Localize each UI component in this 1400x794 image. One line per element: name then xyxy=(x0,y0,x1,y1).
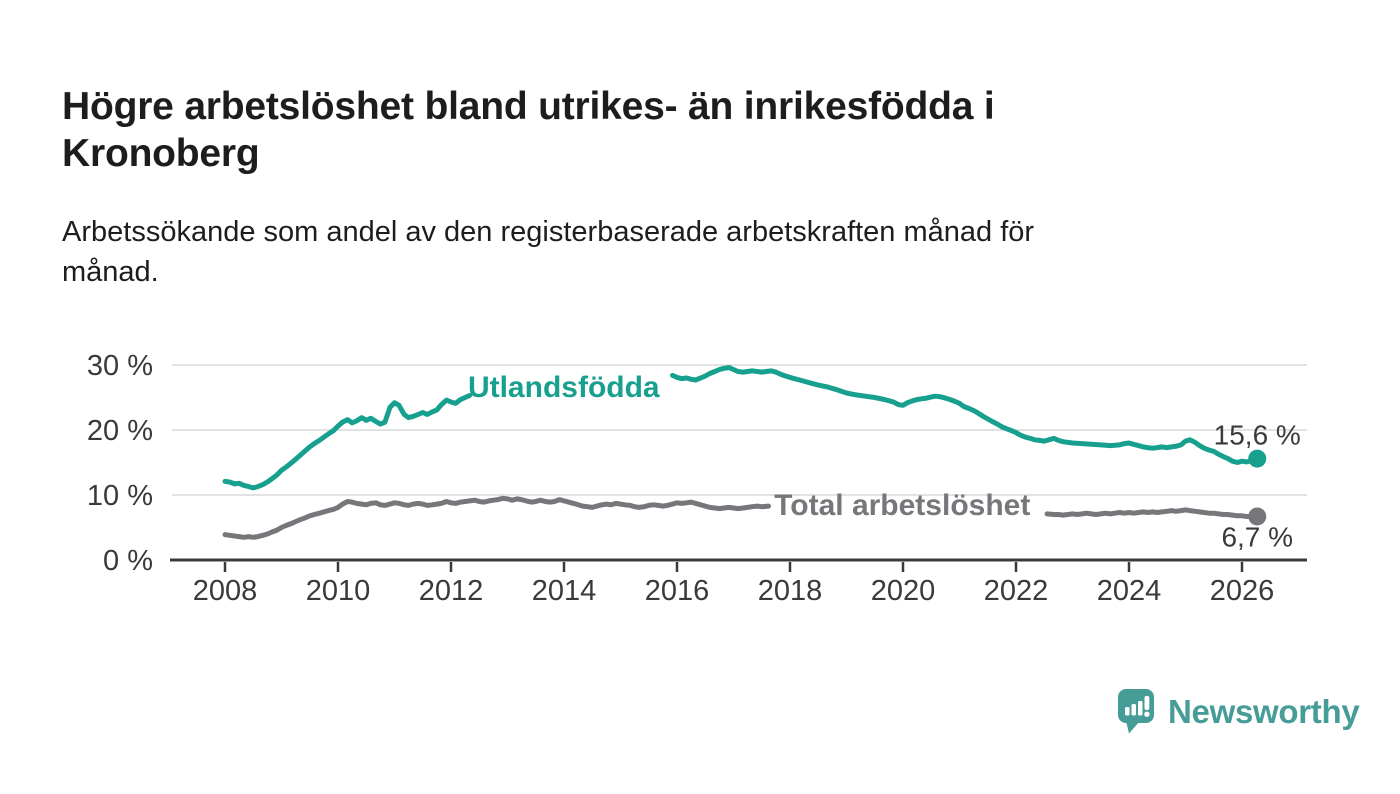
y-axis-tick-label: 0 % xyxy=(103,545,153,577)
newsworthy-logo: Newsworthy xyxy=(1117,688,1360,734)
series-line-utlandsfodda xyxy=(222,393,473,491)
x-axis-tick-label: 2026 xyxy=(1210,575,1275,607)
chart-subtitle-line-1: Arbetssökande som andel av den registerb… xyxy=(62,216,1035,248)
series-end-value-utlandsfodda: 15,6 % xyxy=(1214,420,1301,451)
series-label-utlandsfodda: Utlandsfödda xyxy=(468,371,660,404)
x-axis-tick-label: 2024 xyxy=(1097,575,1162,607)
x-axis-tick-label: 2012 xyxy=(419,575,484,607)
page-title-line-2: Kronoberg xyxy=(62,131,260,175)
newsworthy-speech-bubble-icon xyxy=(1118,689,1154,734)
x-axis-tick-label: 2014 xyxy=(532,575,597,607)
x-axis-tick-label: 2016 xyxy=(645,575,710,607)
series-line-total-arbetsloshet xyxy=(1044,507,1260,519)
x-axis-tick-label: 2010 xyxy=(306,575,371,607)
x-axis-tick-label: 2022 xyxy=(984,575,1049,607)
series-line-total-arbetsloshet xyxy=(222,495,771,540)
series-end-dot-utlandsfodda xyxy=(1248,449,1267,468)
y-axis-tick-label: 30 % xyxy=(87,350,153,382)
x-axis-tick-label: 2018 xyxy=(758,575,823,607)
series-label-total-arbetsloshet: Total arbetslöshet xyxy=(774,489,1030,522)
x-axis-tick-label: 2020 xyxy=(871,575,936,607)
series-line-utlandsfodda xyxy=(670,365,1260,465)
series-end-value-total-arbetsloshet: 6,7 % xyxy=(1221,521,1293,552)
chart-subtitle: Arbetssökande som andel av den registerb… xyxy=(62,212,1262,292)
page-title: Högre arbetslöshet bland utrikes- än inr… xyxy=(62,84,1222,178)
newsworthy-logo-text: Newsworthy xyxy=(1168,692,1360,730)
chart-subtitle-line-2: månad. xyxy=(62,256,159,289)
y-axis-tick-label: 10 % xyxy=(87,480,153,512)
page-title-line-1: Högre arbetslöshet bland utrikes- än inr… xyxy=(62,85,995,129)
series-end-dot-total-arbetsloshet xyxy=(1248,507,1267,526)
x-axis-tick-label: 2008 xyxy=(193,575,258,607)
y-axis-tick-label: 20 % xyxy=(87,415,153,447)
